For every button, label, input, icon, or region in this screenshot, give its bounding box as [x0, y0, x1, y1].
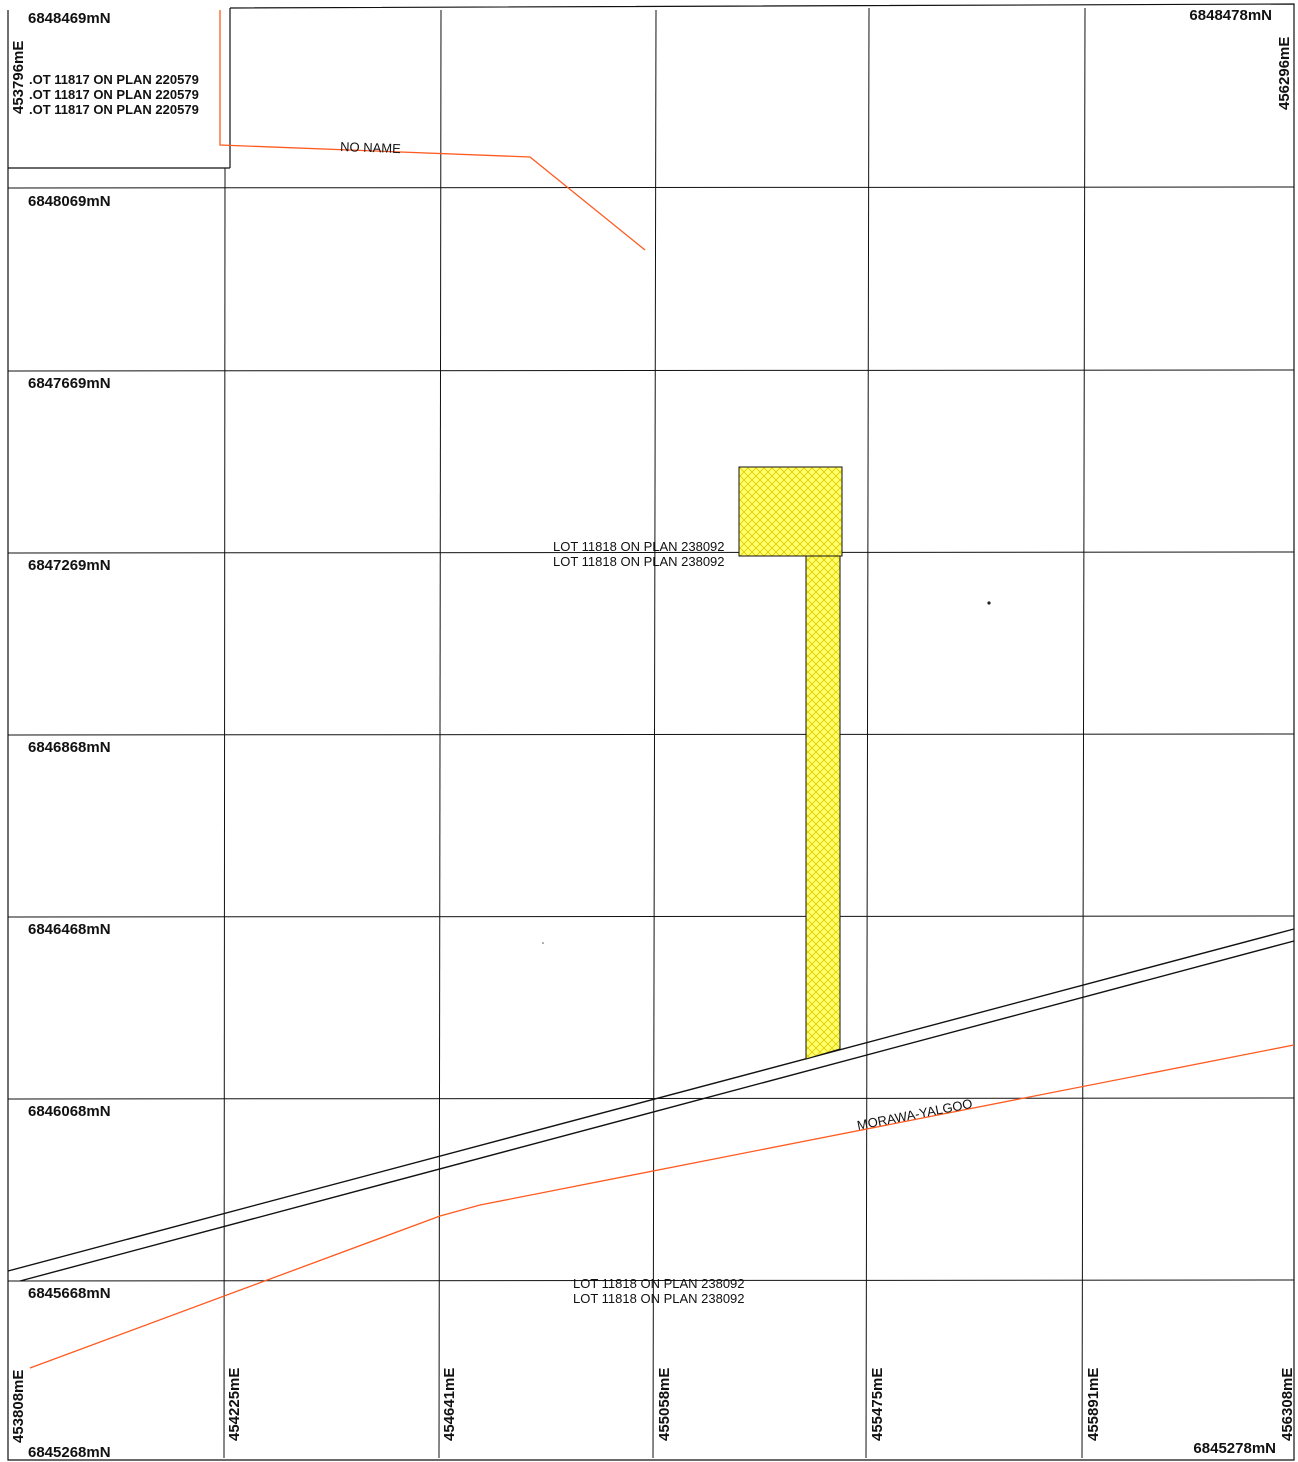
easting-label: 454225mE — [226, 1368, 243, 1441]
road-name-no-name: NO NAME — [340, 139, 401, 156]
road-name-morawa-yalgoo: MORAWA-YALGOO — [856, 1096, 974, 1133]
northing-label: 6845278mN — [1193, 1440, 1276, 1457]
grid-line-north-6847669 — [7, 369, 1295, 372]
map-frame — [7, 3, 1295, 1461]
easting-labels: 453796mE 456296mE 453808mE 454225mE 4546… — [10, 37, 1296, 1443]
grid-line-north-6848069 — [7, 186, 1295, 189]
grid-line-east-455891 — [1081, 7, 1086, 1459]
easting-label: 453808mE — [10, 1370, 27, 1443]
northing-labels: 6848469mN 6848478mN 6848069mN 6847669mN … — [28, 7, 1276, 1461]
northing-label: 6846468mN — [28, 921, 111, 938]
road-reserve — [7, 928, 1295, 1282]
northing-label: 6846068mN — [28, 1103, 111, 1120]
no-name-road-line — [219, 10, 646, 251]
grid-line-east-454225 — [223, 167, 226, 1459]
easting-label: 456308mE — [1279, 1368, 1296, 1441]
lot-label: LOT 11818 ON PLAN 238092 — [553, 539, 725, 554]
lot-label: .OT 11817 ON PLAN 220579 — [29, 102, 199, 117]
northing-label: 6847269mN — [28, 557, 111, 574]
lot-label: .OT 11817 ON PLAN 220579 — [29, 87, 199, 102]
northing-label: 6848069mN — [28, 193, 111, 210]
lot-label: LOT 11818 ON PLAN 238092 — [573, 1291, 745, 1306]
map-speck — [987, 601, 991, 605]
map-speck — [542, 942, 544, 944]
lot-labels: .OT 11817 ON PLAN 220579 .OT 11817 ON PL… — [29, 72, 745, 1306]
northing-label: 6847669mN — [28, 375, 111, 392]
northing-label: 6848469mN — [28, 10, 111, 27]
tenement-block-upper — [738, 466, 843, 557]
grid-line-north-6846868 — [7, 733, 1295, 736]
northing-label: 6845268mN — [28, 1444, 111, 1461]
lot-label: .OT 11817 ON PLAN 220579 — [29, 72, 199, 87]
northing-label: 6845668mN — [28, 1285, 111, 1302]
lot-label: LOT 11818 ON PLAN 238092 — [553, 554, 725, 569]
tenement-strip — [805, 555, 841, 1060]
easting-label: 456296mE — [1276, 37, 1293, 110]
lot-label: LOT 11818 ON PLAN 238092 — [573, 1276, 745, 1291]
road-centrelines — [29, 10, 1295, 1369]
grid-line-north-6845668 — [7, 1279, 1295, 1282]
northing-label: 6848478mN — [1189, 7, 1272, 24]
northing-label: 6846868mN — [28, 739, 111, 756]
grid-line-north-6846068 — [7, 1097, 1295, 1100]
grid-line-east-455475 — [865, 7, 870, 1459]
morawa-yalgoo-road-line — [29, 1044, 1295, 1369]
tenement-area — [738, 466, 843, 1060]
grid-line-east-454641 — [438, 9, 442, 1459]
easting-label: 455475mE — [869, 1368, 886, 1441]
easting-label: 455058mE — [656, 1368, 673, 1441]
grid-lines — [7, 7, 1295, 1459]
easting-label: 453796mE — [10, 41, 27, 114]
road-names: NO NAME MORAWA-YALGOO — [340, 139, 974, 1133]
grid-line-north-6846468 — [7, 915, 1295, 918]
grid-line-north-6847269 — [7, 551, 1295, 554]
easting-label: 454641mE — [441, 1368, 458, 1441]
easting-label: 455891mE — [1085, 1368, 1102, 1441]
